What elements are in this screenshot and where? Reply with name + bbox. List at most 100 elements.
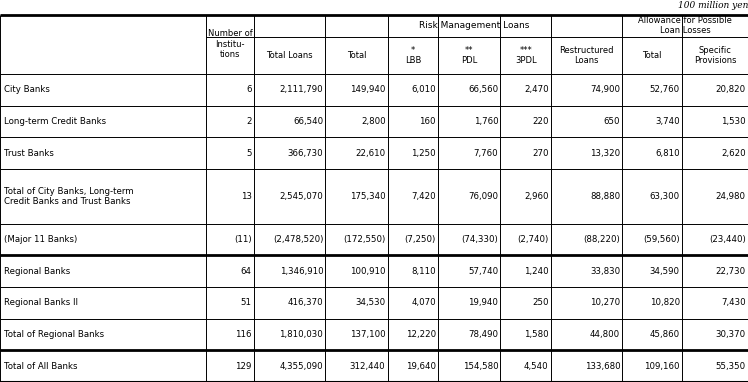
Text: 175,340: 175,340 bbox=[350, 192, 385, 201]
Text: 250: 250 bbox=[532, 298, 549, 308]
Text: (172,550): (172,550) bbox=[343, 235, 385, 244]
Text: 34,530: 34,530 bbox=[355, 298, 385, 308]
Text: 30,370: 30,370 bbox=[716, 330, 746, 339]
Text: 1,810,030: 1,810,030 bbox=[280, 330, 323, 339]
Text: *
LBB: * LBB bbox=[405, 46, 421, 65]
Text: 149,940: 149,940 bbox=[350, 86, 385, 94]
Text: 76,090: 76,090 bbox=[468, 192, 498, 201]
Text: 34,590: 34,590 bbox=[650, 267, 680, 276]
Text: 45,860: 45,860 bbox=[649, 330, 680, 339]
Text: 366,730: 366,730 bbox=[287, 149, 323, 158]
Text: 13: 13 bbox=[241, 192, 251, 201]
Text: City Banks: City Banks bbox=[4, 86, 49, 94]
Text: (7,250): (7,250) bbox=[405, 235, 436, 244]
Text: 22,730: 22,730 bbox=[716, 267, 746, 276]
Text: 10,270: 10,270 bbox=[590, 298, 620, 308]
Text: 129: 129 bbox=[236, 362, 251, 371]
Text: 44,800: 44,800 bbox=[590, 330, 620, 339]
Text: 2: 2 bbox=[246, 117, 251, 126]
Text: **
PDL: ** PDL bbox=[462, 46, 477, 65]
Text: 55,350: 55,350 bbox=[716, 362, 746, 371]
Text: 6,810: 6,810 bbox=[655, 149, 680, 158]
Text: Specific
Provisions: Specific Provisions bbox=[693, 46, 736, 65]
Text: (23,440): (23,440) bbox=[709, 235, 746, 244]
Text: Total of City Banks, Long-term
Credit Banks and Trust Banks: Total of City Banks, Long-term Credit Ba… bbox=[4, 187, 133, 206]
Text: Trust Banks: Trust Banks bbox=[4, 149, 54, 158]
Text: 66,560: 66,560 bbox=[468, 86, 498, 94]
Text: 650: 650 bbox=[604, 117, 620, 126]
Text: 6: 6 bbox=[246, 86, 251, 94]
Text: 312,440: 312,440 bbox=[350, 362, 385, 371]
Text: 8,110: 8,110 bbox=[411, 267, 436, 276]
Text: 416,370: 416,370 bbox=[287, 298, 323, 308]
Text: 64: 64 bbox=[241, 267, 251, 276]
Text: 1,250: 1,250 bbox=[411, 149, 436, 158]
Text: 1,760: 1,760 bbox=[473, 117, 498, 126]
Text: (2,740): (2,740) bbox=[518, 235, 549, 244]
Text: ***
3PDL: *** 3PDL bbox=[515, 46, 536, 65]
Text: 19,640: 19,640 bbox=[406, 362, 436, 371]
Text: 270: 270 bbox=[532, 149, 549, 158]
Text: Number of
Institu-
tions: Number of Institu- tions bbox=[208, 29, 253, 59]
Text: Regional Banks II: Regional Banks II bbox=[4, 298, 78, 308]
Text: Restructured
Loans: Restructured Loans bbox=[560, 46, 614, 65]
Text: 52,760: 52,760 bbox=[649, 86, 680, 94]
Text: Total: Total bbox=[643, 51, 662, 60]
Text: 3,740: 3,740 bbox=[655, 117, 680, 126]
Text: 220: 220 bbox=[532, 117, 549, 126]
Text: 33,830: 33,830 bbox=[590, 267, 620, 276]
Text: Allowance for Possible
Loan Losses: Allowance for Possible Loan Losses bbox=[638, 16, 732, 35]
Text: 12,220: 12,220 bbox=[406, 330, 436, 339]
Text: 6,010: 6,010 bbox=[411, 86, 436, 94]
Text: 2,111,790: 2,111,790 bbox=[280, 86, 323, 94]
Text: 88,880: 88,880 bbox=[590, 192, 620, 201]
Text: Total Loans: Total Loans bbox=[266, 51, 313, 60]
Text: 51: 51 bbox=[241, 298, 251, 308]
Text: (88,220): (88,220) bbox=[583, 235, 620, 244]
Text: Risk Management Loans: Risk Management Loans bbox=[419, 21, 529, 30]
Text: 1,346,910: 1,346,910 bbox=[280, 267, 323, 276]
Text: 10,820: 10,820 bbox=[649, 298, 680, 308]
Text: 4,540: 4,540 bbox=[524, 362, 549, 371]
Text: 2,620: 2,620 bbox=[721, 149, 746, 158]
Text: 2,800: 2,800 bbox=[361, 117, 385, 126]
Text: 78,490: 78,490 bbox=[468, 330, 498, 339]
Text: 100,910: 100,910 bbox=[350, 267, 385, 276]
Text: Total of All Banks: Total of All Banks bbox=[4, 362, 77, 371]
Text: Long-term Credit Banks: Long-term Credit Banks bbox=[4, 117, 106, 126]
Text: 19,940: 19,940 bbox=[468, 298, 498, 308]
Text: (11): (11) bbox=[234, 235, 251, 244]
Text: 1,530: 1,530 bbox=[721, 117, 746, 126]
Text: 22,610: 22,610 bbox=[355, 149, 385, 158]
Text: 160: 160 bbox=[420, 117, 436, 126]
Text: 13,320: 13,320 bbox=[590, 149, 620, 158]
Text: 5: 5 bbox=[246, 149, 251, 158]
Text: 74,900: 74,900 bbox=[590, 86, 620, 94]
Text: 66,540: 66,540 bbox=[293, 117, 323, 126]
Text: 57,740: 57,740 bbox=[468, 267, 498, 276]
Text: 4,355,090: 4,355,090 bbox=[280, 362, 323, 371]
Text: 109,160: 109,160 bbox=[644, 362, 680, 371]
Text: Total of Regional Banks: Total of Regional Banks bbox=[4, 330, 104, 339]
Text: 1,240: 1,240 bbox=[524, 267, 549, 276]
Text: 1,580: 1,580 bbox=[524, 330, 549, 339]
Text: Regional Banks: Regional Banks bbox=[4, 267, 70, 276]
Text: 20,820: 20,820 bbox=[716, 86, 746, 94]
Text: 116: 116 bbox=[235, 330, 251, 339]
Text: 137,100: 137,100 bbox=[350, 330, 385, 339]
Text: 2,545,070: 2,545,070 bbox=[280, 192, 323, 201]
Text: 7,760: 7,760 bbox=[473, 149, 498, 158]
Text: 24,980: 24,980 bbox=[716, 192, 746, 201]
Text: 2,470: 2,470 bbox=[524, 86, 549, 94]
Text: (74,330): (74,330) bbox=[462, 235, 498, 244]
Text: 154,580: 154,580 bbox=[462, 362, 498, 371]
Text: 2,960: 2,960 bbox=[524, 192, 549, 201]
Text: 63,300: 63,300 bbox=[649, 192, 680, 201]
Text: 4,070: 4,070 bbox=[411, 298, 436, 308]
Text: Total: Total bbox=[347, 51, 367, 60]
Text: (59,560): (59,560) bbox=[643, 235, 680, 244]
Text: 7,420: 7,420 bbox=[411, 192, 436, 201]
Text: (2,478,520): (2,478,520) bbox=[273, 235, 323, 244]
Text: 133,680: 133,680 bbox=[584, 362, 620, 371]
Text: 7,430: 7,430 bbox=[721, 298, 746, 308]
